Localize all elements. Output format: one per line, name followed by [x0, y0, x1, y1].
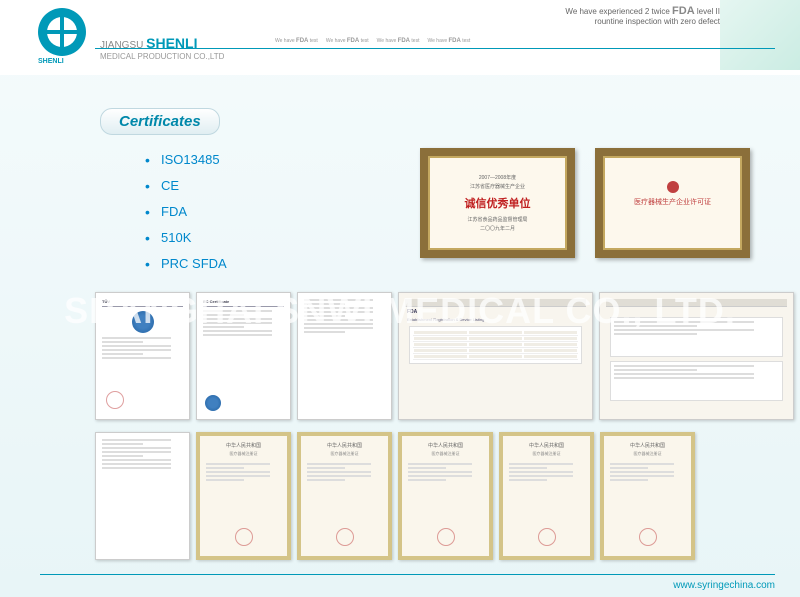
- company-prefix: JIANGSU: [100, 40, 143, 51]
- doc-header: EC Certificate: [203, 299, 284, 307]
- badge-icon: [205, 395, 221, 411]
- footer-url: www.syringechina.com: [673, 580, 775, 591]
- seal-icon: [437, 528, 455, 546]
- cert-list-item: CE: [145, 178, 227, 193]
- fda-screenshot: [599, 292, 794, 420]
- tagline-line1a: experienced 2 twice: [599, 7, 670, 16]
- certificate-row-2: 中华人民共和国 医疗器械注册证 中华人民共和国 医疗器械注册证 中华人民共和国 …: [95, 432, 695, 560]
- seal-icon: [538, 528, 556, 546]
- fda-screenshot: FDA Establishment Registration & Device …: [398, 292, 593, 420]
- cert-list-item: 510K: [145, 230, 227, 245]
- emblem-icon: [667, 181, 679, 193]
- cert-document: [95, 432, 190, 560]
- seal-icon: [106, 391, 124, 409]
- ornate-certificate: 中华人民共和国 医疗器械注册证: [297, 432, 392, 560]
- fda-strip-item: We have FDA test: [377, 38, 420, 44]
- tagline-prefix: We have: [565, 7, 596, 16]
- framed-certificates: 2007—2008年度 江苏省医疗器械生产企业 诚信优秀单位 江苏省食品药品监督…: [420, 148, 750, 258]
- footer-divider: [40, 574, 775, 575]
- frame-redtext: 诚信优秀单位: [465, 195, 531, 211]
- ornate-sub: 医疗器械注册证: [509, 451, 584, 457]
- section-title: Certificates: [100, 108, 220, 135]
- fda-strip: We have FDA test We have FDA test We hav…: [275, 38, 470, 44]
- fda-strip-item: We have FDA test: [275, 38, 318, 44]
- frame-subline: 江苏省医疗器械生产企业: [470, 183, 525, 190]
- ornate-sub: 医疗器械注册证: [307, 451, 382, 457]
- ornate-title: 中华人民共和国: [206, 442, 281, 449]
- browser-tabbar: [606, 299, 787, 307]
- logo-area: [38, 8, 86, 56]
- ornate-title: 中华人民共和国: [408, 442, 483, 449]
- fda-strip-item: We have FDA test: [326, 38, 369, 44]
- ornate-sub: 医疗器械注册证: [206, 451, 281, 457]
- ornate-sub: 医疗器械注册证: [610, 451, 685, 457]
- frame-bottom1: 江苏省食品药品监督管理局: [467, 216, 527, 223]
- cert-document: [297, 292, 392, 420]
- header-divider: [95, 48, 775, 49]
- framed-cert: 医疗器械生产企业许可证: [595, 148, 750, 258]
- fda-logo-text: FDA: [405, 307, 586, 317]
- cert-document: TÜV: [95, 292, 190, 420]
- cert-list-item: PRC SFDA: [145, 256, 227, 271]
- ornate-title: 中华人民共和国: [509, 442, 584, 449]
- seal-icon: [639, 528, 657, 546]
- header-tagline: We have experienced 2 twice FDA level II…: [565, 5, 720, 26]
- frame-content: 2007—2008年度 江苏省医疗器械生产企业 诚信优秀单位 江苏省食品药品监督…: [428, 156, 567, 250]
- ornate-sub: 医疗器械注册证: [408, 451, 483, 457]
- seal-icon: [336, 528, 354, 546]
- ornate-certificate: 中华人民共和国 医疗器械注册证: [499, 432, 594, 560]
- ornate-certificate: 中华人民共和国 医疗器械注册证: [196, 432, 291, 560]
- tagline-fda: FDA: [672, 5, 695, 17]
- frame-bottom2: 二〇〇九年二月: [480, 225, 515, 232]
- fda-strip-item: We have FDA test: [427, 38, 470, 44]
- ornate-certificate: 中华人民共和国 医疗器械注册证: [600, 432, 695, 560]
- ornate-title: 中华人民共和国: [610, 442, 685, 449]
- tagline-line1b: level II: [697, 7, 720, 16]
- logo-icon: [38, 8, 86, 56]
- browser-tabbar: [405, 299, 586, 307]
- certificate-list: ISO13485 CE FDA 510K PRC SFDA: [145, 152, 227, 282]
- cert-list-item: FDA: [145, 204, 227, 219]
- certificate-row-1: TÜV EC Certificate FDA Establishment Reg…: [95, 292, 794, 420]
- framed-cert: 2007—2008年度 江苏省医疗器械生产企业 诚信优秀单位 江苏省食品药品监督…: [420, 148, 575, 258]
- frame-subline: 医疗器械生产企业许可证: [634, 197, 711, 207]
- ornate-certificate: 中华人民共和国 医疗器械注册证: [398, 432, 493, 560]
- cert-document: EC Certificate: [196, 292, 291, 420]
- doc-header: TÜV: [102, 299, 183, 307]
- frame-topline: 2007—2008年度: [479, 174, 516, 181]
- frame-content: 医疗器械生产企业许可证: [603, 156, 742, 250]
- cert-list-item: ISO13485: [145, 152, 227, 167]
- fda-content: [610, 361, 783, 401]
- seal-icon: [235, 528, 253, 546]
- tagline-line2: rountine inspection with zero defect: [595, 17, 720, 26]
- page-header: SHENLI JIANGSU SHENLI MEDICAL PRODUCTION…: [0, 0, 800, 75]
- badge-icon: [132, 311, 154, 333]
- ornate-title: 中华人民共和国: [307, 442, 382, 449]
- fda-subtitle: Establishment Registration & Device List…: [405, 317, 586, 322]
- fda-content: [610, 317, 783, 357]
- logo-text: SHENLI: [38, 58, 64, 65]
- company-subtitle: MEDICAL PRODUCTION CO.,LTD: [100, 52, 224, 61]
- header-decor: [720, 0, 800, 70]
- fda-table: [409, 326, 582, 364]
